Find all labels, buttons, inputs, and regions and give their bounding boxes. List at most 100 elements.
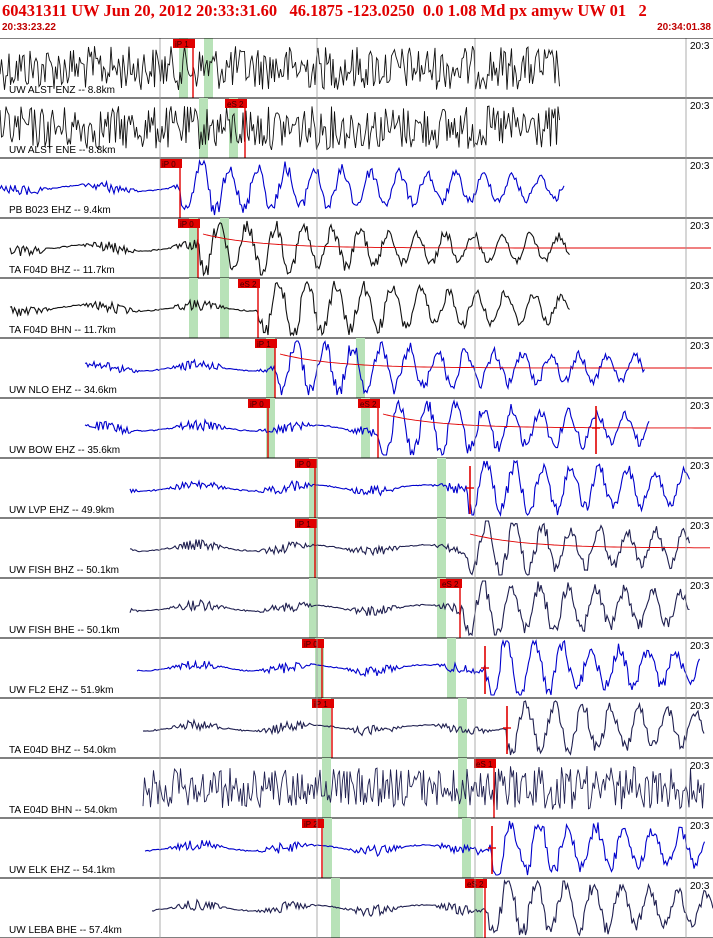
pick-flag[interactable] [465, 879, 487, 888]
station-label: TA E04D BHZ -- 54.0km [9, 745, 116, 756]
pick-flag[interactable] [440, 579, 462, 588]
pick-window [474, 878, 483, 938]
trace-row[interactable]: iP 0 eS 2 UW BOW EHZ -- 35.6km 20:3 [0, 398, 713, 459]
pick-label: iP 0 [250, 400, 264, 409]
pick-window [437, 518, 446, 578]
pick-flag[interactable] [295, 459, 317, 468]
pick-window [179, 38, 188, 98]
start-time: 20:33:23.22 [2, 22, 56, 33]
waveform [9, 220, 570, 277]
trace-time-label: 20:3 [690, 881, 710, 892]
pick-label: iP 0 [180, 220, 194, 229]
trace-row[interactable]: eS 2 UW LEBA BHE -- 57.4km 20:3 [0, 878, 713, 938]
trace-row[interactable]: eS 1 TA E04D BHN -- 54.0km 20:3 [0, 758, 713, 819]
trace-row[interactable]: iP 0 UW LVP EHZ -- 49.9km 20:3 [0, 458, 713, 519]
station-label: TA F04D BHZ -- 11.7km [9, 265, 115, 276]
pick-window [447, 638, 456, 698]
trace-time-label: 20:3 [690, 821, 710, 832]
trace-time-label: 20:3 [690, 221, 710, 232]
trace-row[interactable]: iP 2 UW ELK EHZ -- 54.1km 20:3 [0, 818, 713, 879]
trace-row[interactable]: eS 2 TA F04D BHN -- 11.7km 20:3 [0, 278, 713, 339]
pick-flag[interactable] [160, 159, 182, 168]
pick-flag[interactable] [255, 339, 277, 348]
trace-row[interactable]: iP 1 UW ALST ENZ -- 8.8km 20:3 [0, 38, 713, 99]
pick-label: iP 0 [162, 160, 176, 169]
trace-time-label: 20:3 [690, 341, 710, 352]
station-label: UW NLO EHZ -- 34.6km [9, 385, 117, 396]
header: 60431311 UW Jun 20, 2012 20:33:31.60 46.… [0, 0, 713, 38]
trace-time-label: 20:3 [690, 761, 710, 772]
station-label: UW BOW EHZ -- 35.6km [9, 445, 120, 456]
station-label: UW LVP EHZ -- 49.9km [9, 505, 114, 516]
pick-label: eS 2 [442, 580, 459, 589]
trace-time-label: 20:3 [690, 401, 710, 412]
trace-row[interactable]: iP 0 PB B023 EHZ -- 9.4km 20:3 [0, 158, 713, 219]
pick-flag[interactable] [302, 819, 324, 828]
station-label: UW LEBA BHE -- 57.4km [9, 925, 122, 936]
pick-label: eS 2 [240, 280, 257, 289]
trace-row[interactable]: iP 0 UW FL2 EHZ -- 51.9km 20:3 [0, 638, 713, 699]
waveform [0, 158, 565, 216]
pick-window [204, 38, 213, 98]
trace-time-label: 20:3 [690, 461, 710, 472]
trace-row[interactable]: iP 0 TA F04D BHZ -- 11.7km 20:3 [0, 218, 713, 279]
waveform [9, 280, 570, 337]
pick-window [309, 458, 318, 518]
trace-row[interactable]: iP 1 UW NLO EHZ -- 34.6km 20:3 [0, 338, 713, 399]
trace-time-label: 20:3 [690, 41, 710, 52]
waveform [142, 700, 705, 756]
pick-window [323, 818, 332, 878]
trace-time-label: 20:3 [690, 701, 710, 712]
waveform [151, 879, 713, 937]
pick-label: eS 2 [467, 880, 484, 889]
waveform [129, 580, 690, 637]
pick-window [315, 638, 324, 698]
pick-flag[interactable] [248, 399, 270, 408]
seismogram-panel[interactable]: iP 1 UW ALST ENZ -- 8.8km 20:3 eS 2 UW ALST … [0, 38, 713, 938]
event-title: 60431311 UW Jun 20, 2012 20:33:31.60 46.… [2, 1, 647, 20]
trace-row[interactable]: eS 2 UW ALST ENE -- 8.8km 20:3 [0, 98, 713, 159]
trace-row[interactable]: iP 1 UW FISH BHZ -- 50.1km 20:3 [0, 518, 713, 579]
pick-flag[interactable] [474, 759, 496, 768]
waveform [129, 520, 691, 576]
station-label: UW ALST ENE -- 8.8km [9, 145, 116, 156]
coda-curve [279, 353, 712, 369]
pick-label: iP 1 [175, 40, 189, 49]
pick-flag[interactable] [178, 219, 200, 228]
trace-time-label: 20:3 [690, 641, 710, 652]
pick-window [266, 398, 275, 458]
trace-row[interactable]: iP 1 TA E04D BHZ -- 54.0km 20:3 [0, 698, 713, 759]
pick-window [361, 398, 370, 458]
pick-window [331, 878, 340, 938]
trace-time-label: 20:3 [690, 581, 710, 592]
pick-label: eS 2 [227, 100, 244, 109]
pick-flag[interactable] [173, 39, 195, 48]
station-label: PB B023 EHZ -- 9.4km [9, 205, 111, 216]
pick-label: iP 1 [257, 340, 271, 349]
waveform [144, 820, 706, 876]
pick-flag[interactable] [358, 399, 380, 408]
waveform [142, 765, 705, 810]
coda-curve [469, 533, 710, 549]
pick-label: iP 1 [297, 520, 311, 529]
pick-window [356, 338, 365, 398]
trace-row[interactable]: eS 2 UW FISH BHE -- 50.1km 20:3 [0, 578, 713, 639]
pick-window [220, 218, 229, 278]
station-label: UW ELK EHZ -- 54.1km [9, 865, 115, 876]
pick-window [458, 758, 467, 818]
pick-flag[interactable] [295, 519, 317, 528]
pick-flag[interactable] [225, 99, 247, 108]
waveform [0, 105, 560, 151]
pick-window [309, 518, 318, 578]
pick-flag[interactable] [312, 699, 334, 708]
station-label: TA E04D BHN -- 54.0km [9, 805, 117, 816]
station-label: UW FISH BHZ -- 50.1km [9, 565, 119, 576]
pick-flag[interactable] [302, 639, 324, 648]
pick-label: iP 2 [304, 820, 318, 829]
pick-label: iP 0 [304, 640, 318, 649]
pick-flag[interactable] [238, 279, 260, 288]
pick-window [322, 698, 331, 758]
trace-time-label: 20:3 [690, 281, 710, 292]
trace-time-label: 20:3 [690, 521, 710, 532]
waveform [84, 398, 650, 456]
